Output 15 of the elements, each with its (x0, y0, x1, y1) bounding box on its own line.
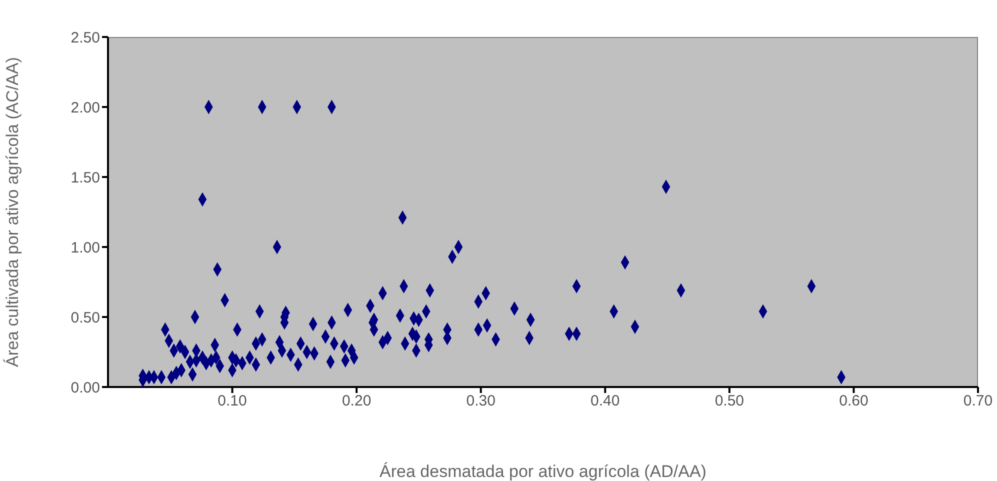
x-tick-label: 0.50 (714, 392, 744, 410)
x-tick-label: 0.20 (342, 392, 372, 410)
y-axis-title: Área cultivada por ativo agrícola (AC/AA) (3, 57, 22, 367)
y-tick-label: 2.00 (70, 99, 100, 116)
y-tick-label: 2.50 (70, 29, 100, 46)
y-tick-label: 1.00 (70, 239, 100, 256)
x-tick-label: 0.40 (590, 392, 620, 410)
x-tick-label: 0.30 (466, 392, 496, 410)
x-tick-label: 0.10 (218, 392, 247, 410)
y-tick-label: 0.00 (70, 379, 100, 396)
x-axis-title: Área desmatada por ativo agrícola (AD/AA) (380, 462, 706, 481)
y-tick-label: 1.50 (70, 169, 100, 186)
y-tick-label: 0.50 (70, 309, 100, 326)
x-tick-label: 0.70 (963, 392, 993, 410)
x-tick-label: 0.60 (839, 392, 868, 410)
